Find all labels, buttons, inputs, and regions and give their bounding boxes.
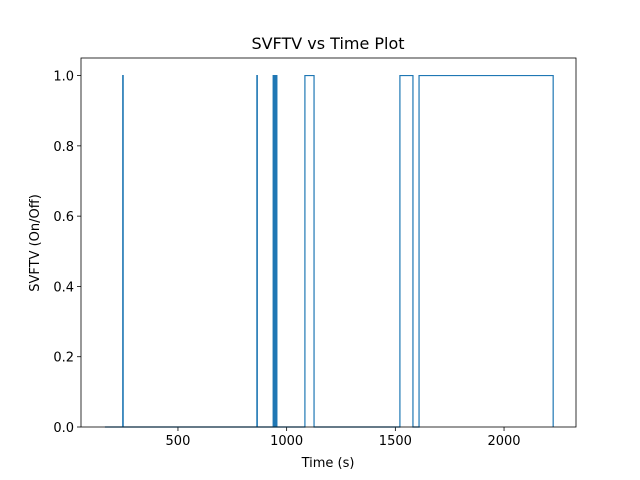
plot-frame — [80, 57, 577, 428]
x-tick-label: 1000 — [270, 434, 303, 449]
x-tick-label: 500 — [166, 434, 191, 449]
y-tick-label: 0.8 — [53, 140, 74, 155]
x-tick-label: 2000 — [487, 434, 520, 449]
y-axis-label: SVFTV (On/Off) — [28, 194, 43, 292]
series-line — [104, 74, 554, 428]
y-tick-label: 0.0 — [53, 421, 74, 436]
y-tick-label: 1.0 — [53, 70, 74, 85]
x-tick-label: 1500 — [379, 434, 412, 449]
y-tick-label: 0.2 — [53, 351, 74, 366]
y-tick-label: 0.6 — [53, 210, 74, 225]
y-tick-label: 0.4 — [53, 280, 74, 295]
x-axis-label: Time (s) — [301, 456, 355, 471]
chart-title: SVFTV vs Time Plot — [251, 34, 404, 53]
